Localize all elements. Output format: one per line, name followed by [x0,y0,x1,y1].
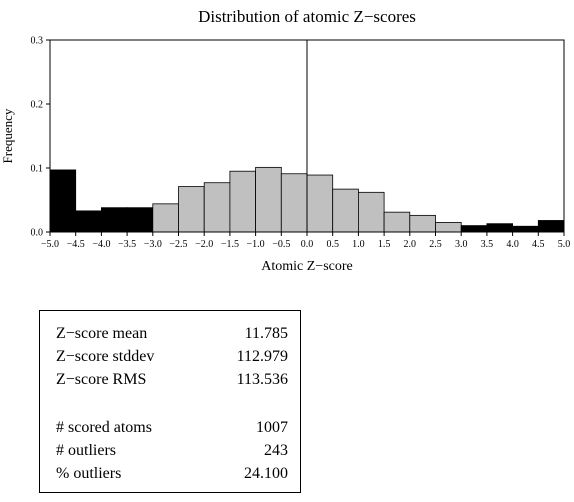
histogram-chart: Distribution of atomic Z−scores −5.0 −4.5… [0,7,570,274]
x-tick-label: −0.5 [272,239,290,250]
x-tick-label: 2.5 [429,239,442,250]
histogram-bar-10 [306,174,334,233]
stat-value-mean: 11.785 [244,325,288,342]
y-axis-label: Frequency [0,108,15,163]
x-tick-label: 2.0 [404,239,417,250]
y-tick-label: 0.0 [31,228,44,239]
stat-row-scored-atoms: # scored atoms 1007 [56,419,288,441]
y-axis-ticks: 0.0 0.1 0.2 0.3 [31,36,50,239]
histogram-bar-8 [255,166,282,233]
x-tick-label: 5.0 [558,239,571,250]
stat-label-stddev: Z−score stddev [56,348,155,365]
stat-row-stddev: Z−score stddev 112.979 [56,348,288,370]
stat-row-mean: Z−score mean 11.785 [56,325,288,347]
histogram-bar-5 [178,186,205,233]
x-tick-label: −4.5 [67,239,85,250]
stat-value-scored-atoms: 1007 [256,419,288,436]
histogram-bar-18 [512,225,539,233]
x-tick-label: −1.5 [221,239,239,250]
stat-label-rms: Z−score RMS [56,371,147,388]
y-tick-label: 0.3 [31,36,44,47]
histogram-bar-6 [203,182,231,233]
statistics-box: Z−score mean 11.785 Z−score stddev 112.9… [39,310,301,493]
x-tick-label: −2.5 [169,239,187,250]
stat-label-mean: Z−score mean [56,325,148,342]
x-tick-label: −3.5 [118,239,136,250]
stat-value-stddev: 112.979 [236,348,288,365]
histogram-bar-19 [537,220,565,233]
stat-label-outliers: # outliers [56,442,116,459]
histogram-bar-9 [280,173,308,233]
x-tick-label: 3.5 [481,239,494,250]
x-tick-label: −3.0 [144,239,162,250]
stat-label-percent-outliers: % outliers [56,465,122,482]
histogram-bar-15 [435,221,462,233]
histogram-bar-17 [486,223,513,233]
histogram-bar-12 [357,191,385,233]
stat-value-rms: 113.536 [236,371,288,388]
x-tick-label: 1.5 [378,239,391,250]
histogram-bar-4 [152,203,179,233]
x-tick-label: 0.0 [301,239,314,250]
x-tick-label: 4.5 [532,239,545,250]
x-tick-label: 3.0 [455,239,468,250]
stat-row-rms: Z−score RMS 113.536 [56,371,288,393]
x-tick-label: −4.0 [92,239,110,250]
stat-value-outliers: 243 [264,442,288,459]
histogram-bar-11 [332,188,359,233]
histogram-bar-16 [460,225,488,233]
x-axis-ticks: −5.0 −4.5 −4.0 −3.5 −3.0 −2.5 −2.0 −1.5 −1.0 −0.5… [41,232,570,250]
x-tick-label: 4.0 [506,239,519,250]
chart-title: Distribution of atomic Z−scores [198,7,416,26]
histogram-bar-1 [75,210,102,233]
stat-row-percent-outliers: % outliers 24.100 [56,465,288,487]
x-tick-label: 1.0 [352,239,365,250]
histogram-bar-7 [229,170,256,233]
stat-value-percent-outliers: 24.100 [244,465,288,482]
x-tick-label: 0.5 [326,239,339,250]
y-tick-label: 0.2 [31,100,44,111]
y-tick-label: 0.1 [31,164,44,175]
x-tick-label: −2.0 [195,239,213,250]
bars-group [49,166,565,233]
stat-label-scored-atoms: # scored atoms [56,419,152,436]
histogram-bar-3 [126,207,154,233]
x-tick-label: −5.0 [41,239,59,250]
x-tick-label: −1.0 [247,239,265,250]
histogram-bar-14 [409,214,436,233]
stat-row-outliers: # outliers 243 [56,442,288,464]
histogram-bar-13 [383,211,411,233]
x-axis-label: Atomic Z−score [261,259,352,274]
histogram-bar-0 [49,169,77,233]
histogram-bar-2 [101,207,128,233]
